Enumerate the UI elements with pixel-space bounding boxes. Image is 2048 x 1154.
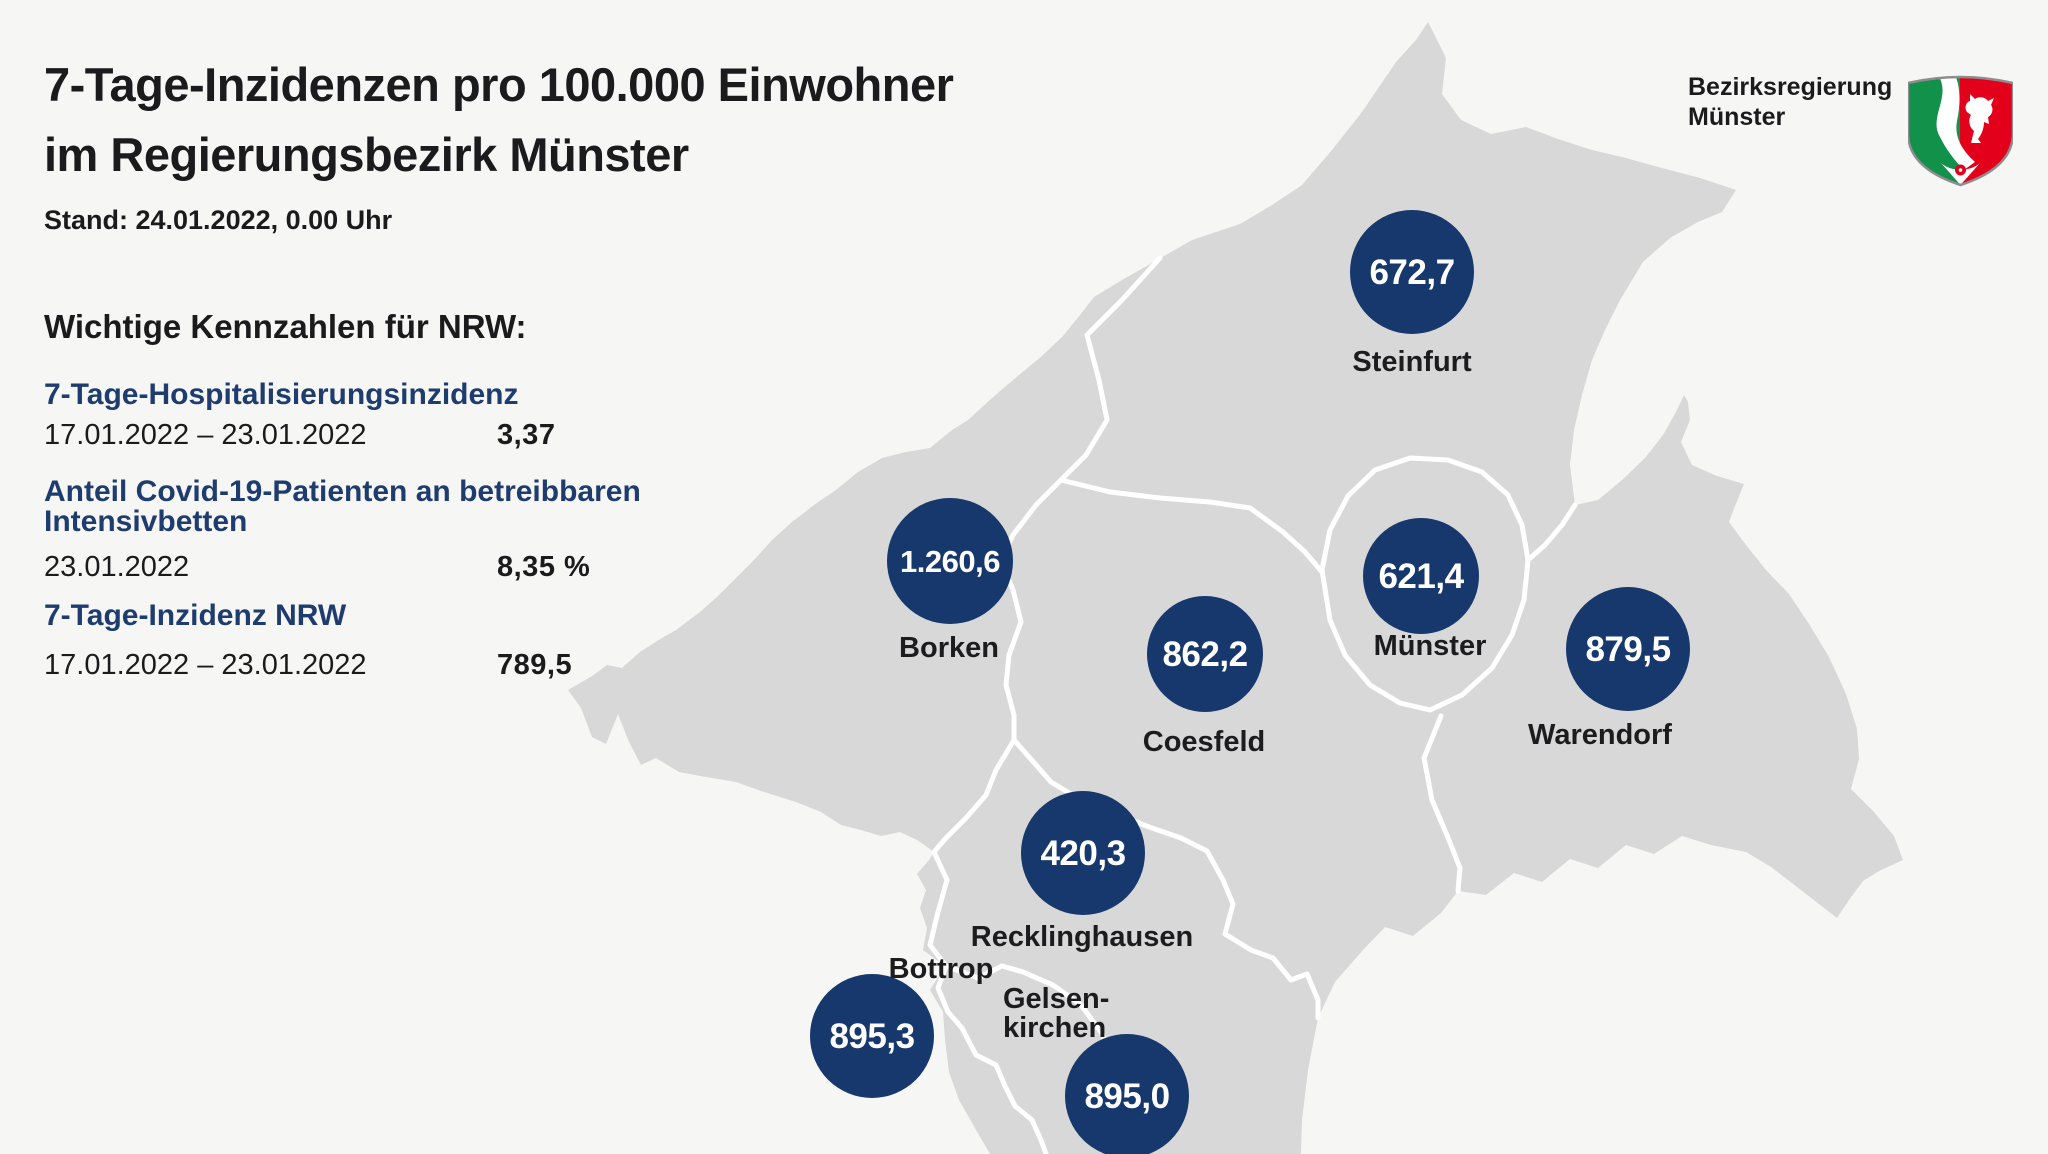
kpi-period: 17.01.2022 – 23.01.2022 [44, 419, 367, 451]
bubble-circle [1350, 210, 1474, 334]
shield-outline [1908, 75, 2013, 187]
kpi-label-hospitalisierungsinzidenz: 7-Tage-Hospitalisierungsinzidenz [44, 378, 519, 411]
kpi-row-inzidenz-nrw: 17.01.2022 – 23.01.2022 789,5 [44, 649, 694, 683]
page-title-line2: im Regierungsbezirk Münster [44, 128, 689, 181]
border-muenster-ring [1319, 455, 1531, 713]
border-steinfurt-warendorf [1525, 502, 1578, 563]
bubble-value: 879,5 [1585, 630, 1670, 669]
district-label-gelsenkirchen-line2: kirchen [1003, 1012, 1106, 1044]
bubble-value: 621,4 [1378, 557, 1464, 596]
kpi-heading: Wichtige Kennzahlen für NRW: [44, 308, 527, 345]
border-borken-east [931, 255, 1163, 855]
bubble-value: 862,2 [1162, 635, 1247, 674]
map-region-shape [568, 22, 1903, 1154]
district-label-recklinghausen: Recklinghausen [971, 921, 1193, 953]
district-label-gelsenkirchen-line1: Gelsen- [1003, 983, 1109, 1015]
district-label-steinfurt: Steinfurt [1352, 346, 1472, 378]
kpi-period: 23.01.2022 [44, 551, 190, 583]
bubble-circle [1363, 518, 1479, 634]
district-label-coesfeld: Coesfeld [1143, 726, 1265, 758]
bubble-value: 895,0 [1084, 1077, 1169, 1116]
district-label-bottrop: Bottrop [889, 953, 994, 985]
nrw-coat-of-arms [1908, 75, 2013, 187]
westphalian-horse [1965, 94, 1994, 143]
page-title: 7-Tage-Inzidenzen pro 100.000 Einwohner … [44, 50, 954, 190]
bubble-circle [1566, 587, 1690, 711]
district-bubble-muenster: 621,4 [1363, 518, 1479, 634]
border-recklinghausen-bottrop [927, 849, 950, 969]
bubble-value: 1.260,6 [900, 544, 1000, 579]
border-steinfurt-coesfeld [1058, 477, 1325, 575]
district-bubble-coesfeld: 862,2 [1147, 596, 1263, 712]
bubble-circle [1065, 1034, 1189, 1154]
district-label-muenster: Münster [1374, 630, 1487, 662]
kpi-value: 789,5 [497, 649, 573, 681]
kpi-label-inzidenz-nrw: 7-Tage-Inzidenz NRW [44, 599, 347, 632]
district-bubble-warendorf: 879,5 [1566, 587, 1690, 711]
kpi-row-intensivbetten: 23.01.2022 8,35 % [44, 551, 694, 585]
district-label-warendorf: Warendorf [1528, 719, 1672, 751]
district-bubble-recklinghausen: 420,3 [1021, 791, 1145, 915]
bubble-circle [887, 498, 1013, 624]
bubble-circle [1147, 596, 1263, 712]
rhine-river-band [1936, 77, 1975, 170]
border-bottrop-gelsenkirchen [935, 963, 1049, 1154]
as-of-date: Stand: 24.01.2022, 0.00 Uhr [44, 205, 393, 235]
district-label-borken: Borken [899, 632, 999, 664]
district-bubble-borken: 1.260,6 [887, 498, 1013, 624]
org-name: Bezirksregierung Münster [1688, 72, 1892, 132]
bubble-value: 672,7 [1369, 253, 1454, 292]
page-title-line1: 7-Tage-Inzidenzen pro 100.000 Einwohner [44, 58, 954, 111]
bubble-circle [810, 974, 934, 1098]
kpi-row-hospitalisierungsinzidenz: 17.01.2022 – 23.01.2022 3,37 [44, 419, 694, 453]
lippe-rose-center [1958, 168, 1963, 172]
district-bubble-gelsenkirchen: 895,0 [1065, 1034, 1189, 1154]
kpi-value: 3,37 [497, 419, 556, 451]
bubble-value: 420,3 [1040, 834, 1125, 873]
org-name-line2: Münster [1688, 103, 1786, 131]
district-bubble-steinfurt: 672,7 [1350, 210, 1474, 334]
kpi-value: 8,35 % [497, 551, 591, 583]
border-muenster-south [1421, 713, 1463, 894]
district-bubble-bottrop: 895,3 [810, 974, 934, 1098]
kpi-period: 17.01.2022 – 23.01.2022 [44, 649, 367, 681]
district-borders [927, 255, 1578, 1154]
kpi-label-intensivbetten-line1: Anteil Covid-19-Patienten an betreibbare… [44, 475, 641, 508]
bubble-value: 895,3 [829, 1017, 914, 1056]
kpi-label-intensivbetten-line2: Intensivbetten [44, 505, 248, 538]
bubble-circle [1021, 791, 1145, 915]
org-name-line1: Bezirksregierung [1688, 73, 1893, 101]
